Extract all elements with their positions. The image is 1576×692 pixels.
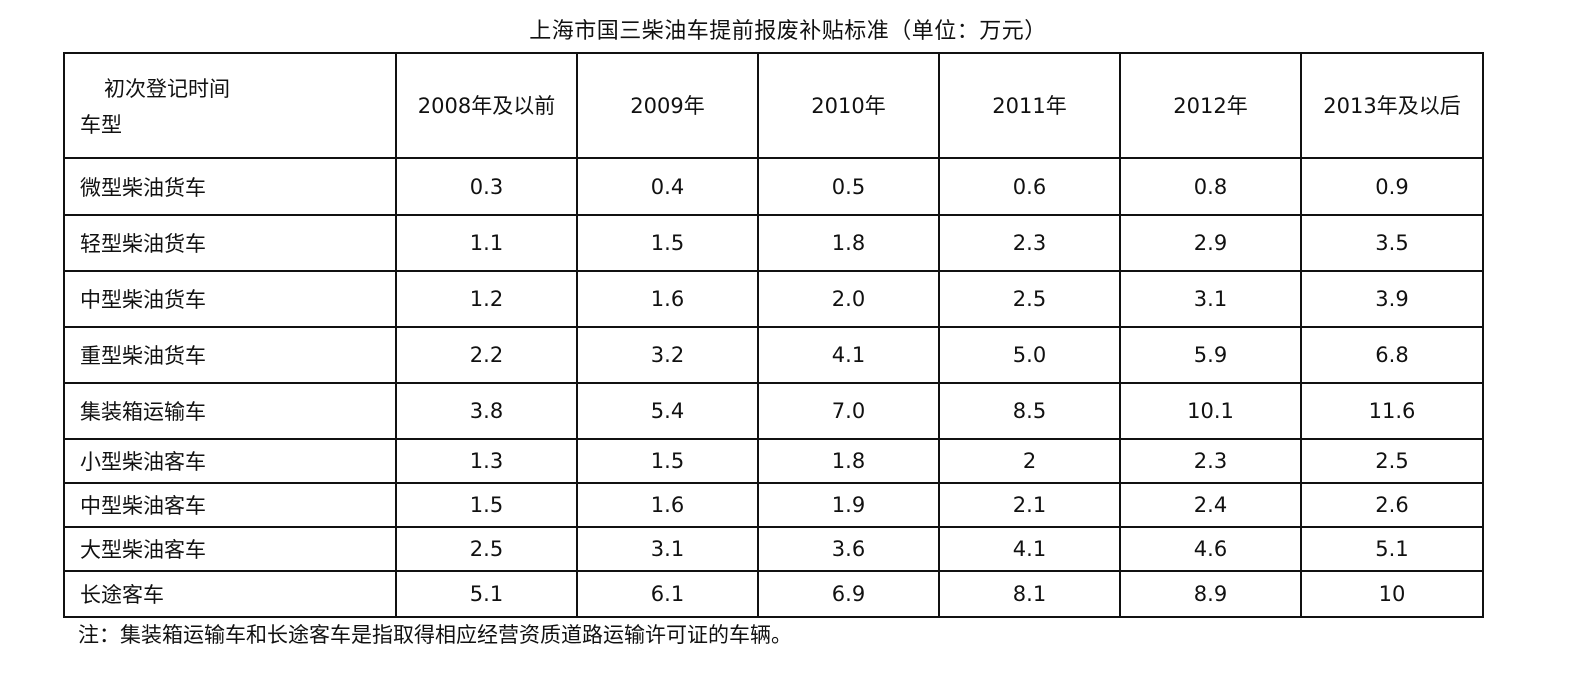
table-cell: 1.8 — [757, 214, 940, 272]
table-cell: 5.1 — [1300, 526, 1484, 572]
table-cell: 1.8 — [757, 438, 940, 484]
table-row: 长途客车 5.1 6.1 6.9 8.1 8.9 10 — [63, 570, 1484, 618]
table-cell: 2.0 — [757, 270, 940, 328]
table-row: 中型柴油客车 1.5 1.6 1.9 2.1 2.4 2.6 — [63, 482, 1484, 528]
table-cell: 2.5 — [938, 270, 1121, 328]
row-label: 小型柴油客车 — [63, 438, 397, 484]
table-cell: 4.1 — [757, 326, 940, 384]
table-cell: 8.1 — [938, 570, 1121, 618]
table-cell: 10 — [1300, 570, 1484, 618]
header-row: 初次登记时间 车型 2008年及以前 2009年 2010年 2011年 201… — [63, 52, 1484, 159]
table-row: 大型柴油客车 2.5 3.1 3.6 4.1 4.6 5.1 — [63, 526, 1484, 572]
table-cell: 3.9 — [1300, 270, 1484, 328]
row-label: 大型柴油客车 — [63, 526, 397, 572]
table-row: 微型柴油货车 0.3 0.4 0.5 0.6 0.8 0.9 — [63, 157, 1484, 216]
table-cell: 2.9 — [1119, 214, 1302, 272]
table-cell: 0.4 — [576, 157, 759, 216]
table-cell: 2.5 — [1300, 438, 1484, 484]
table-row: 集装箱运输车 3.8 5.4 7.0 8.5 10.1 11.6 — [63, 382, 1484, 440]
table-cell: 5.0 — [938, 326, 1121, 384]
table-cell: 1.9 — [757, 482, 940, 528]
table-cell: 1.5 — [395, 482, 578, 528]
row-label: 微型柴油货车 — [63, 157, 397, 216]
row-label: 长途客车 — [63, 570, 397, 618]
table-cell: 0.6 — [938, 157, 1121, 216]
table-cell: 0.8 — [1119, 157, 1302, 216]
column-header-2011: 2011年 — [938, 52, 1121, 159]
footnote: 注：集装箱运输车和长途客车是指取得相应经营资质道路运输许可证的车辆。 — [78, 623, 792, 647]
table-row: 轻型柴油货车 1.1 1.5 1.8 2.3 2.9 3.5 — [63, 214, 1484, 272]
table-cell: 3.1 — [1119, 270, 1302, 328]
row-label: 重型柴油货车 — [63, 326, 397, 384]
table-cell: 2 — [938, 438, 1121, 484]
row-label: 轻型柴油货车 — [63, 214, 397, 272]
table-cell: 4.1 — [938, 526, 1121, 572]
table-cell: 5.4 — [576, 382, 759, 440]
registration-time-label: 初次登记时间 — [104, 77, 230, 101]
table-cell: 4.6 — [1119, 526, 1302, 572]
table-cell: 2.6 — [1300, 482, 1484, 528]
table-cell: 11.6 — [1300, 382, 1484, 440]
table-cell: 2.4 — [1119, 482, 1302, 528]
column-header-2012: 2012年 — [1119, 52, 1302, 159]
table-cell: 10.1 — [1119, 382, 1302, 440]
table-cell: 7.0 — [757, 382, 940, 440]
table-cell: 1.6 — [576, 270, 759, 328]
table-cell: 1.5 — [576, 214, 759, 272]
table-cell: 1.2 — [395, 270, 578, 328]
table-cell: 3.8 — [395, 382, 578, 440]
row-label: 中型柴油货车 — [63, 270, 397, 328]
table-cell: 0.5 — [757, 157, 940, 216]
table-cell: 3.6 — [757, 526, 940, 572]
table-cell: 1.5 — [576, 438, 759, 484]
table-cell: 0.9 — [1300, 157, 1484, 216]
table-cell: 3.5 — [1300, 214, 1484, 272]
table-cell: 8.9 — [1119, 570, 1302, 618]
column-header-2013: 2013年及以后 — [1300, 52, 1484, 159]
table-row: 重型柴油货车 2.2 3.2 4.1 5.0 5.9 6.8 — [63, 326, 1484, 384]
column-header-2008: 2008年及以前 — [395, 52, 578, 159]
table-row: 小型柴油客车 1.3 1.5 1.8 2 2.3 2.5 — [63, 438, 1484, 484]
table-cell: 2.3 — [938, 214, 1121, 272]
column-header-2009: 2009年 — [576, 52, 759, 159]
table-cell: 6.9 — [757, 570, 940, 618]
table-cell: 5.1 — [395, 570, 578, 618]
table-cell: 5.9 — [1119, 326, 1302, 384]
row-label: 集装箱运输车 — [63, 382, 397, 440]
table-cell: 2.2 — [395, 326, 578, 384]
table-cell: 2.5 — [395, 526, 578, 572]
column-header-label: 2008年及以前 — [417, 93, 556, 118]
table-cell: 0.3 — [395, 157, 578, 216]
vehicle-type-label: 车型 — [80, 113, 122, 137]
table-cell: 6.1 — [576, 570, 759, 618]
corner-header-cell: 初次登记时间 车型 — [63, 52, 397, 159]
table-cell: 1.1 — [395, 214, 578, 272]
table-row: 中型柴油货车 1.2 1.6 2.0 2.5 3.1 3.9 — [63, 270, 1484, 328]
column-header-2010: 2010年 — [757, 52, 940, 159]
row-label: 中型柴油客车 — [63, 482, 397, 528]
table-cell: 8.5 — [938, 382, 1121, 440]
subsidy-table: 初次登记时间 车型 2008年及以前 2009年 2010年 2011年 201… — [63, 52, 1484, 618]
table-title: 上海市国三柴油车提前报废补贴标准（单位：万元） — [529, 19, 1047, 44]
table-cell: 2.3 — [1119, 438, 1302, 484]
table-cell: 3.1 — [576, 526, 759, 572]
table-cell: 6.8 — [1300, 326, 1484, 384]
table-cell: 1.3 — [395, 438, 578, 484]
table-cell: 2.1 — [938, 482, 1121, 528]
table-cell: 3.2 — [576, 326, 759, 384]
table-cell: 1.6 — [576, 482, 759, 528]
